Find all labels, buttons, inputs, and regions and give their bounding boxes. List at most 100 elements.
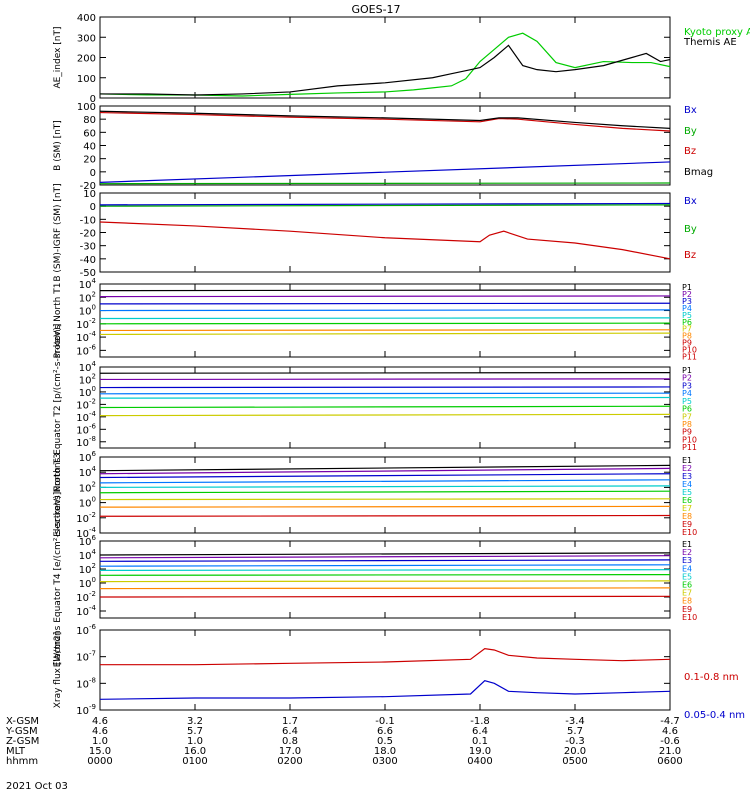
series-line xyxy=(100,648,671,666)
legend-label: E3 xyxy=(682,556,692,565)
series-line xyxy=(99,473,671,479)
ephemeris-value: 1.0 xyxy=(92,736,108,747)
legend-label: P8 xyxy=(682,332,692,341)
series-line xyxy=(99,587,671,590)
panel-frame xyxy=(99,16,671,99)
legend-label: E7 xyxy=(682,589,692,598)
y-tick-label: 40 xyxy=(83,142,96,153)
ephemeris-value: 16.0 xyxy=(184,746,206,757)
legend-label: E1 xyxy=(682,456,692,465)
y-tick-label: -20 xyxy=(80,181,96,192)
panel-frame xyxy=(99,283,671,358)
ephemeris-value: -0.6 xyxy=(660,736,680,747)
legend-label: By xyxy=(684,224,697,235)
legend-label: E5 xyxy=(682,488,692,497)
legend-label: P4 xyxy=(682,304,692,313)
legend-label: P5 xyxy=(682,397,692,406)
panel-8: 10-9 10-8 10-7 10-6 Xray flux [W/m2] 0.1-0.8 … xyxy=(53,623,745,721)
legend-label: P6 xyxy=(682,405,692,414)
series-line xyxy=(99,679,671,700)
legend-label: P10 xyxy=(682,435,697,444)
panel-2: -20 0 20 40 60 80 100 B (SM) [nT] Bx By Bz Bmag xyxy=(53,102,713,192)
legend-label: E4 xyxy=(682,480,692,489)
y-axis-label: Protons Equator T2 [p/(cm²-s-sr-keV)] xyxy=(53,324,63,492)
y-tick-label: 10-2 xyxy=(76,590,96,604)
y-tick-label: 0 xyxy=(90,94,96,105)
y-tick-label: 400 xyxy=(77,13,96,24)
series-line xyxy=(99,392,671,395)
legend-label: P11 xyxy=(682,443,697,452)
series-line xyxy=(99,479,671,484)
series-line xyxy=(99,317,671,320)
y-axis-label: Electrons Equator T4 [e/(cm²-s-sr-keV)] xyxy=(53,492,63,668)
ephemeris-value: 1.7 xyxy=(282,716,298,727)
legend-label: E9 xyxy=(682,520,692,529)
ephemeris-value: -0.3 xyxy=(565,736,585,747)
y-tick-label: 106 xyxy=(79,534,97,548)
series-line xyxy=(99,467,671,475)
series-line xyxy=(99,514,671,517)
series-line xyxy=(99,309,671,312)
ephemeris-row-label: Z-GSM xyxy=(6,736,39,747)
series-line xyxy=(99,289,671,292)
legend-label: E10 xyxy=(682,528,697,537)
ephemeris-value: -3.4 xyxy=(565,716,585,727)
panel-1: 0 100 200 300 400 AE_index [nT] Kyoto proxy AE… xyxy=(53,13,750,105)
y-tick-label: 10-2 xyxy=(76,397,96,411)
ephemeris-value: -4.7 xyxy=(660,716,680,727)
series-line xyxy=(99,505,671,508)
legend-label: E4 xyxy=(682,564,692,573)
ephemeris-value: 4.6 xyxy=(662,726,678,737)
legend-label: P1 xyxy=(682,366,692,375)
y-tick-label: 300 xyxy=(77,33,96,44)
legend-label: P7 xyxy=(682,412,692,421)
ephemeris-value: 3.2 xyxy=(187,716,203,727)
series-line xyxy=(99,182,671,185)
y-tick-label: 20 xyxy=(83,155,96,166)
y-tick-label: 100 xyxy=(79,576,96,590)
y-tick-label: 104 xyxy=(79,548,97,562)
y-tick-label: 104 xyxy=(79,277,97,291)
legend-label: Bmag xyxy=(684,167,713,178)
y-tick-label: -50 xyxy=(80,268,96,279)
y-tick-label: 10-6 xyxy=(76,623,96,637)
series-line xyxy=(99,32,671,97)
ephemeris-value: 0.1 xyxy=(472,736,488,747)
series-line xyxy=(99,552,671,556)
series-line xyxy=(99,161,671,183)
legend-label: Bz xyxy=(684,250,696,261)
y-tick-label: 10-4 xyxy=(76,410,96,424)
panel-3: -50 -40 -30 -20 -10 0 10 B (SM)-IGRF (SM) [nT] B… xyxy=(53,183,697,281)
series-line xyxy=(99,204,671,207)
x-axis-ephemeris: X-GSM 4.6 3.2 1.7 -0.1 -1.8 -3.4 -4.7 Y-GSM 4.6 5.… xyxy=(5,716,683,767)
legend-label: E9 xyxy=(682,605,692,614)
y-tick-label: 200 xyxy=(77,54,96,65)
series-line xyxy=(99,485,671,488)
series-line xyxy=(99,111,671,132)
legend-label: P2 xyxy=(682,290,692,299)
y-tick-label: 10-4 xyxy=(76,604,96,618)
y-tick-label: 100 xyxy=(79,496,96,510)
y-tick-label: 102 xyxy=(79,290,96,304)
y-tick-label: 10-7 xyxy=(76,650,96,664)
series-line xyxy=(99,498,671,501)
ephemeris-value: 0600 xyxy=(657,756,682,767)
series-line xyxy=(99,564,671,567)
y-tick-label: 10 xyxy=(83,189,96,200)
y-axis-label: Xray flux [W/m2] xyxy=(53,632,63,709)
y-axis-label: Protons North T1 xyxy=(53,283,63,359)
legend-label: Bx xyxy=(684,196,697,207)
series-line xyxy=(99,396,671,399)
y-tick-label: 10-6 xyxy=(76,422,96,436)
ephemeris-value: 0500 xyxy=(562,756,587,767)
legend-label: P5 xyxy=(682,311,692,320)
ephemeris-value: -1.8 xyxy=(470,716,490,727)
y-tick-label: 100 xyxy=(77,74,96,85)
y-tick-label: 80 xyxy=(83,115,96,126)
legend-label: 0.05-0.4 nm xyxy=(684,710,745,721)
legend-label: P6 xyxy=(682,318,692,327)
